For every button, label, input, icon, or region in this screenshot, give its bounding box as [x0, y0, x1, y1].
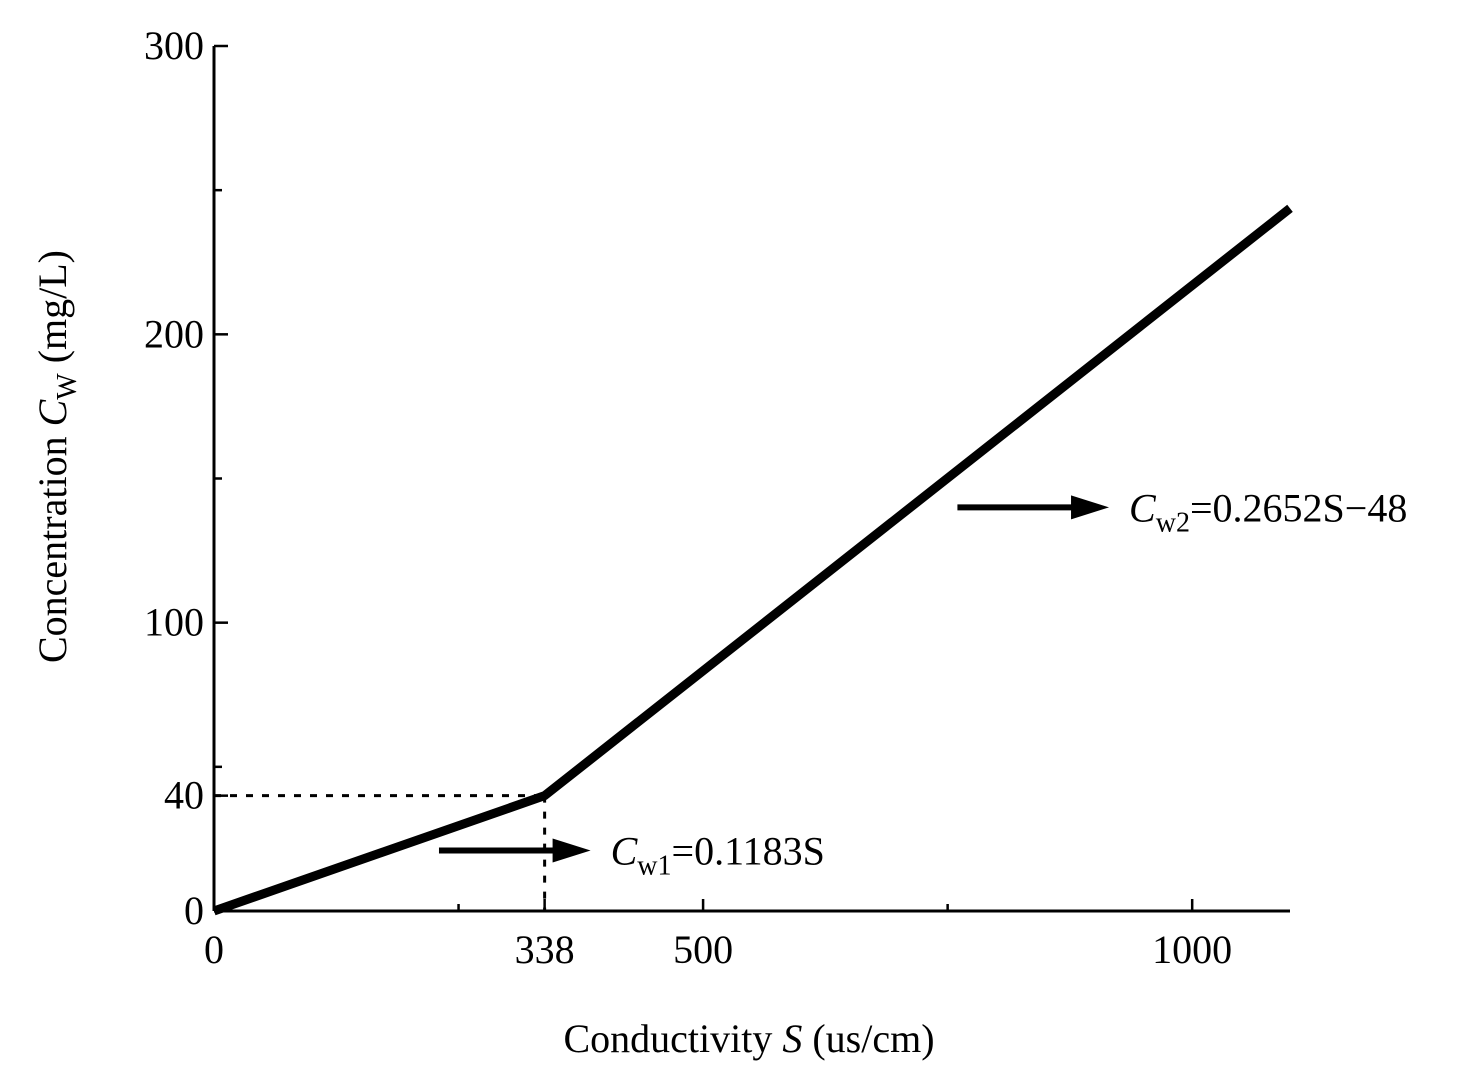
annotations: Cw1=0.1183S Cw2=0.2652S−48	[438, 485, 1407, 881]
y-axis-title: Concentration CW (mg/L)	[30, 250, 83, 663]
y-tick-label: 300	[144, 23, 204, 68]
y-tick-label: 0	[184, 888, 204, 933]
y-tick-label: 40	[164, 773, 204, 818]
x-tick-label: 338	[515, 927, 575, 972]
x-tick-label: 0	[204, 927, 224, 972]
y-tick-label: 100	[144, 600, 204, 645]
annotation-arrow-head	[552, 838, 591, 863]
annotation-label: Cw2=0.2652S−48	[1129, 485, 1407, 538]
series-layer	[212, 204, 1293, 916]
x-axis-title: Conductivity S (us/cm)	[563, 1016, 934, 1061]
axis-titles: Conductivity S (us/cm) Concentration CW (…	[30, 250, 935, 1061]
x-tick-label: 1000	[1152, 927, 1232, 972]
annotation-arrow-head	[1071, 495, 1110, 520]
series-line	[212, 204, 1293, 916]
annotation-label: Cw1=0.1183S	[611, 828, 825, 881]
axes: 0 338 500 1000 0 40 100 200 300	[144, 23, 1290, 972]
x-tick-label: 500	[673, 927, 733, 972]
y-tick-label: 200	[144, 311, 204, 356]
reference-lines	[214, 794, 547, 911]
